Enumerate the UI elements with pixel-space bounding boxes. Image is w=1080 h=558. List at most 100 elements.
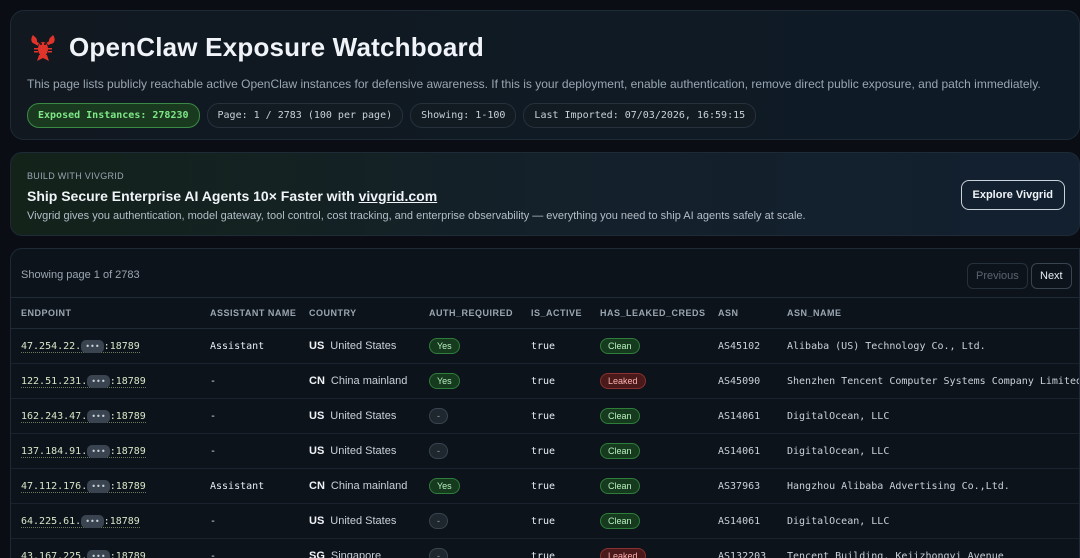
is-active-cell: true (521, 398, 590, 434)
asn-name-cell: Tencent Building, Kejizhongyi Avenue (777, 538, 1079, 558)
is-active-cell: true (521, 363, 590, 399)
page-title: OpenClaw Exposure Watchboard (69, 31, 484, 62)
asn-cell: AS14061 (708, 433, 777, 469)
auth-required-cell: - (419, 538, 521, 558)
country-code: US (309, 515, 325, 527)
country-name: United States (330, 410, 397, 422)
country-name: United States (330, 445, 397, 457)
endpoint-cell: 64.225.61. •••:18789 (11, 503, 200, 539)
leaked-status-badge: Clean (600, 513, 640, 529)
leaked-creds-cell: Clean (590, 328, 708, 364)
table-row[interactable]: 64.225.61. •••:18789 - US United States - true… (11, 503, 1079, 539)
asn-cell: AS132203 (708, 538, 777, 558)
is-active-cell: true (521, 328, 590, 364)
endpoint-cell: 162.243.47. •••:18789 (11, 398, 200, 434)
title-row: OpenClaw Exposure Watchboard (27, 31, 1063, 63)
leaked-creds-cell: Clean (590, 398, 708, 434)
country-name: United States (330, 340, 397, 352)
country-name: China mainland (330, 480, 408, 492)
endpoint-link[interactable]: 47.112.176. •••:18789 (21, 479, 146, 493)
promo-headline: Ship Secure Enterprise AI Agents 10× Fas… (27, 188, 1063, 204)
column-header[interactable]: AUTH_REQUIRED (419, 297, 521, 329)
column-header[interactable]: ASN (708, 297, 777, 329)
endpoint-link[interactable]: 122.51.231. •••:18789 (21, 374, 146, 388)
instances-table: ENDPOINT ASSISTANT NAME COUNTRY AUTH_REQUIR… (11, 297, 1079, 558)
vivgrid-link[interactable]: vivgrid.com (358, 188, 438, 204)
endpoint-link[interactable]: 162.243.47. •••:18789 (21, 409, 146, 423)
asn-cell: AS37963 (708, 468, 777, 504)
auth-required-cell: Yes (419, 363, 521, 399)
assistant-name-cell: - (200, 503, 299, 539)
column-header[interactable]: HAS_LEAKED_CREDS (590, 297, 708, 329)
table-row[interactable]: 47.112.176. •••:18789 Assistant CN China mai… (11, 468, 1079, 504)
assistant-name-cell: - (200, 363, 299, 399)
endpoint-port: :18789 (109, 376, 146, 387)
last-imported-badge: Last Imported: 07/03/2026, 16:59:15 (523, 103, 757, 128)
endpoint-link[interactable]: 64.225.61. •••:18789 (21, 514, 140, 528)
column-header[interactable]: IS_ACTIVE (521, 297, 590, 329)
auth-badge: - (429, 443, 448, 459)
endpoint-link[interactable]: 137.184.91. •••:18789 (21, 444, 146, 458)
country-code: US (309, 340, 325, 352)
auth-required-cell: - (419, 503, 521, 539)
country-code: SG (309, 550, 325, 558)
asn-name-cell: DigitalOcean, LLC (777, 503, 1079, 539)
endpoint-ip: 47.254.22. (21, 341, 82, 352)
endpoint-link[interactable]: 47.254.22. •••:18789 (21, 339, 140, 353)
masked-octet: ••• (81, 514, 104, 528)
leaked-creds-cell: Clean (590, 503, 708, 539)
column-header[interactable]: ASSISTANT NAME (200, 297, 299, 329)
endpoint-port: :18789 (109, 446, 146, 457)
previous-button[interactable]: Previous (967, 263, 1028, 289)
masked-octet: ••• (87, 374, 110, 388)
endpoint-cell: 137.184.91. •••:18789 (11, 433, 200, 469)
endpoint-cell: 122.51.231. •••:18789 (11, 363, 200, 399)
asn-name-cell: Alibaba (US) Technology Co., Ltd. (777, 328, 1079, 364)
endpoint-ip: 122.51.231. (21, 376, 88, 387)
auth-badge: - (429, 408, 448, 424)
table-row[interactable]: 162.243.47. •••:18789- US United States - tru… (11, 398, 1079, 434)
auth-badge: Yes (429, 478, 460, 494)
masked-octet: ••• (87, 444, 110, 458)
explore-vivgrid-button[interactable]: Explore Vivgrid (960, 180, 1065, 210)
auth-badge: - (429, 548, 448, 558)
exposed-count-badge: Exposed Instances: 278230 (27, 103, 200, 128)
asn-name-cell: Hangzhou Alibaba Advertising Co.,Ltd. (777, 468, 1079, 504)
lobster-icon (31, 35, 55, 61)
assistant-name-cell: - (200, 433, 299, 469)
auth-badge: Yes (429, 338, 460, 354)
endpoint-ip: 162.243.47. (21, 411, 88, 422)
leaked-creds-cell: Leaked (590, 363, 708, 399)
column-header[interactable]: ENDPOINT (11, 297, 200, 329)
header-card: OpenClaw Exposure Watchboard This page l… (10, 10, 1080, 140)
leaked-status-badge: Clean (600, 338, 640, 354)
asn-cell: AS14061 (708, 503, 777, 539)
next-button[interactable]: Next (1031, 263, 1072, 289)
asn-cell: AS45090 (708, 363, 777, 399)
table-row[interactable]: 43.167.225. •••:18789 - SG Singapore - true Lea… (11, 538, 1079, 558)
promo-headline-text: Ship Secure Enterprise AI Agents 10× Fas… (27, 188, 359, 204)
endpoint-cell: 43.167.225. •••:18789 (11, 538, 200, 558)
country-code: CN (309, 375, 325, 387)
auth-required-cell: - (419, 398, 521, 434)
endpoint-ip: 47.112.176. (21, 481, 88, 492)
promo-kicker: BUILD WITH VIVGRID (27, 171, 124, 181)
country-cell: US United States (299, 503, 419, 539)
assistant-name-cell: - (200, 538, 299, 558)
auth-required-cell: Yes (419, 468, 521, 504)
country-code: US (309, 410, 325, 422)
column-header[interactable]: ASN_NAME (777, 297, 1079, 329)
table-header-row: ENDPOINT ASSISTANT NAME COUNTRY AUTH_REQUIR… (11, 297, 1079, 329)
endpoint-link[interactable]: 43.167.225. •••:18789 (21, 549, 146, 558)
auth-badge: - (429, 513, 448, 529)
table-row[interactable]: 47.254.22. •••:18789 Assistant US United Sta… (11, 328, 1079, 364)
masked-octet: ••• (87, 479, 110, 493)
asn-cell: AS14061 (708, 398, 777, 434)
table-row[interactable]: 137.184.91. •••:18789- US United States - tru… (11, 433, 1079, 469)
column-header[interactable]: COUNTRY (299, 297, 419, 329)
masked-octet: ••• (87, 409, 110, 423)
table-row[interactable]: 122.51.231. •••:18789 - CN China mainland Yes… (11, 363, 1079, 399)
masked-octet: ••• (87, 549, 110, 558)
is-active-cell: true (521, 503, 590, 539)
page-description: This page lists publicly reachable activ… (27, 77, 1041, 91)
